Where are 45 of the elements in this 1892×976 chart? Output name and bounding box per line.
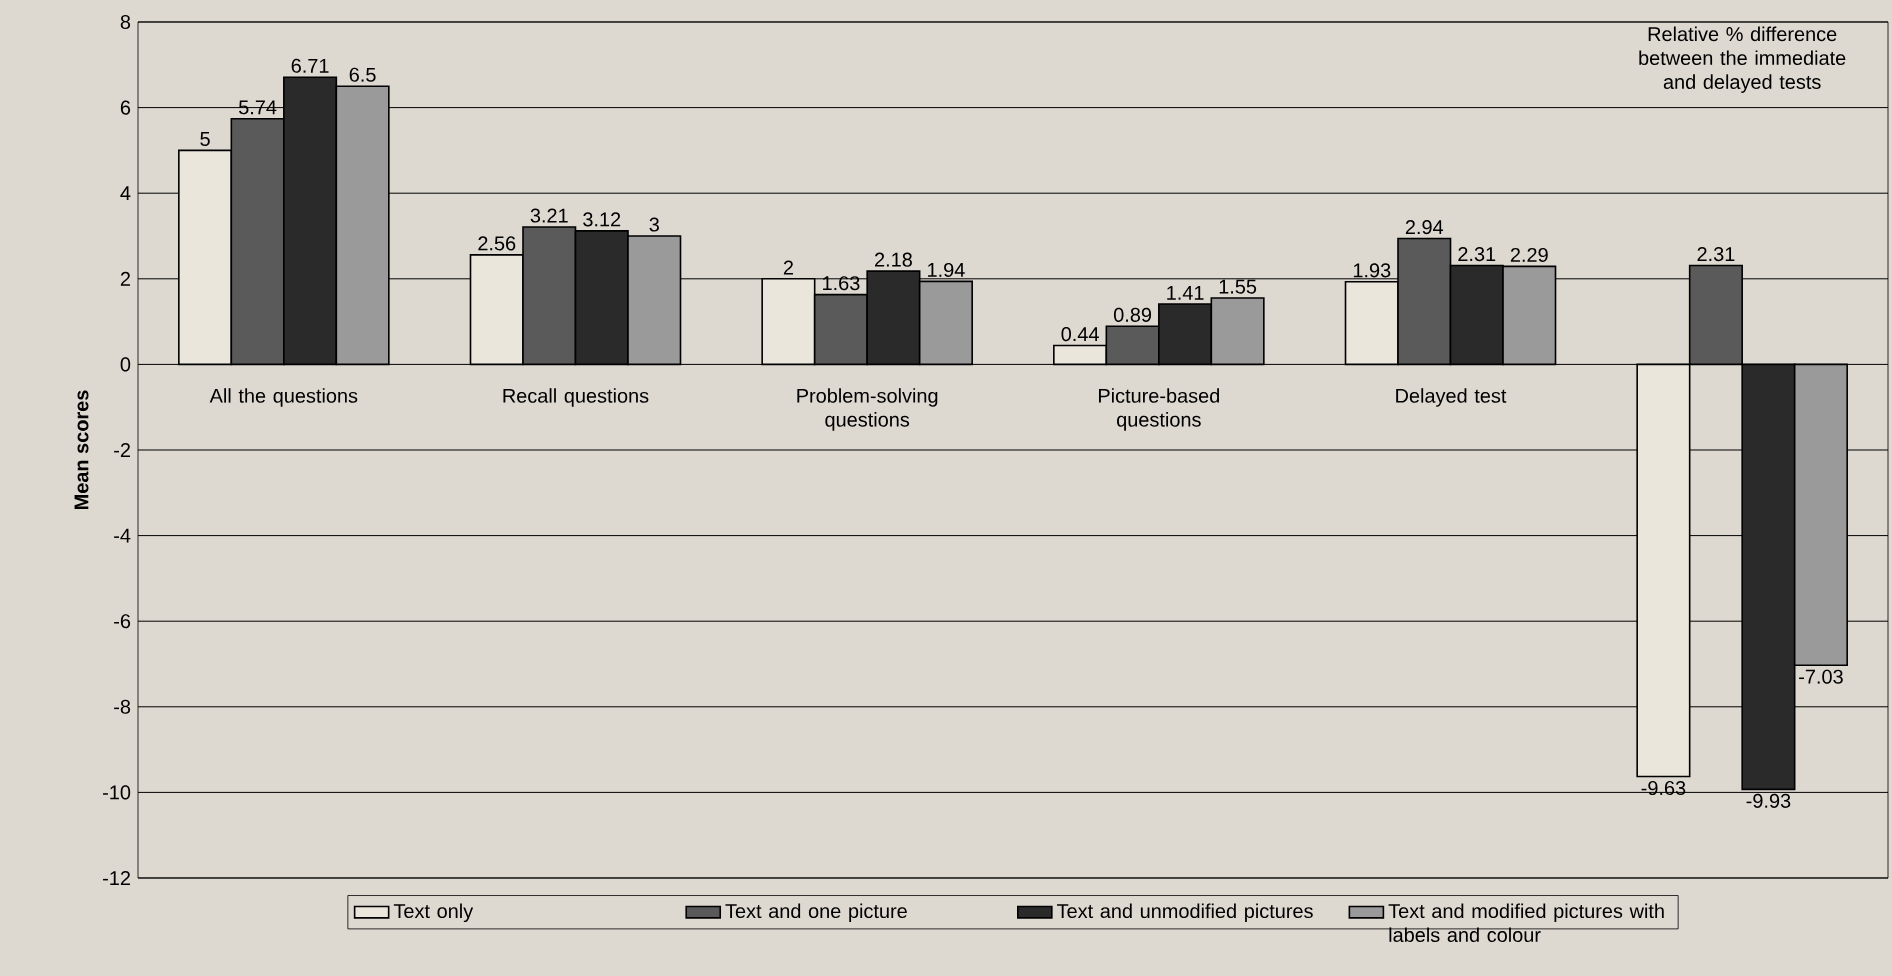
data-label: 3.12 xyxy=(583,212,621,227)
legend-label: Text and one picture xyxy=(725,903,907,923)
data-label: 1.94 xyxy=(928,262,965,277)
data-label: 2 xyxy=(783,260,793,275)
data-label: 6.71 xyxy=(291,58,329,73)
x-tick-label: Recall questions xyxy=(503,388,649,407)
x-tick-label: Delayed test xyxy=(1396,388,1507,407)
y-tick-label: 0 xyxy=(120,357,131,372)
data-label: 2.31 xyxy=(1697,247,1735,262)
y-tick-label: 4 xyxy=(120,186,131,201)
data-label: 1.41 xyxy=(1167,285,1204,300)
data-label: 3.21 xyxy=(530,208,568,223)
data-label: 2.18 xyxy=(875,252,912,267)
y-tick-label: -4 xyxy=(114,528,131,543)
data-label: 2.31 xyxy=(1458,247,1496,262)
data-label: 3 xyxy=(649,217,659,232)
y-tick-label: -2 xyxy=(114,443,130,457)
data-label: -9.93 xyxy=(1746,793,1791,808)
data-label: -9.63 xyxy=(1641,780,1686,796)
y-tick-label: -8 xyxy=(114,699,131,714)
y-tick-label: 8 xyxy=(120,14,131,30)
y-tick-label: -6 xyxy=(114,614,131,629)
legend-label: Text only xyxy=(393,903,474,923)
x-tick-label: All the questions xyxy=(209,388,358,407)
y-axis-title: Mean scores xyxy=(74,390,89,510)
x-tick-label: Picture-based questions xyxy=(1098,388,1220,431)
data-label: 0.44 xyxy=(1061,327,1099,342)
data-label: -7.03 xyxy=(1799,669,1843,684)
y-tick-label: 2 xyxy=(120,271,130,286)
y-tick-label: 6 xyxy=(120,100,131,115)
y-tick-label: -10 xyxy=(103,785,131,800)
data-label: 0.89 xyxy=(1113,307,1152,322)
data-label: 6.5 xyxy=(349,67,376,82)
data-label: 2.29 xyxy=(1510,247,1548,262)
data-label: 5 xyxy=(200,132,210,146)
legend-label: Text and unmodified pictures xyxy=(1057,903,1313,923)
y-tick-label: -12 xyxy=(103,871,130,885)
x-tick-label: Problem-solving questions xyxy=(797,388,938,431)
legend-label: Text and modified pictures with labels and colour xyxy=(1388,903,1664,943)
data-label: 1.55 xyxy=(1219,279,1257,294)
data-label: 1.93 xyxy=(1353,263,1391,278)
data-label: 1.63 xyxy=(823,276,860,291)
data-label: 2.94 xyxy=(1405,220,1444,235)
x-tick-label: Relative % difference between the immediate and delayed tests xyxy=(1639,26,1846,93)
data-label: 2.56 xyxy=(478,236,516,251)
